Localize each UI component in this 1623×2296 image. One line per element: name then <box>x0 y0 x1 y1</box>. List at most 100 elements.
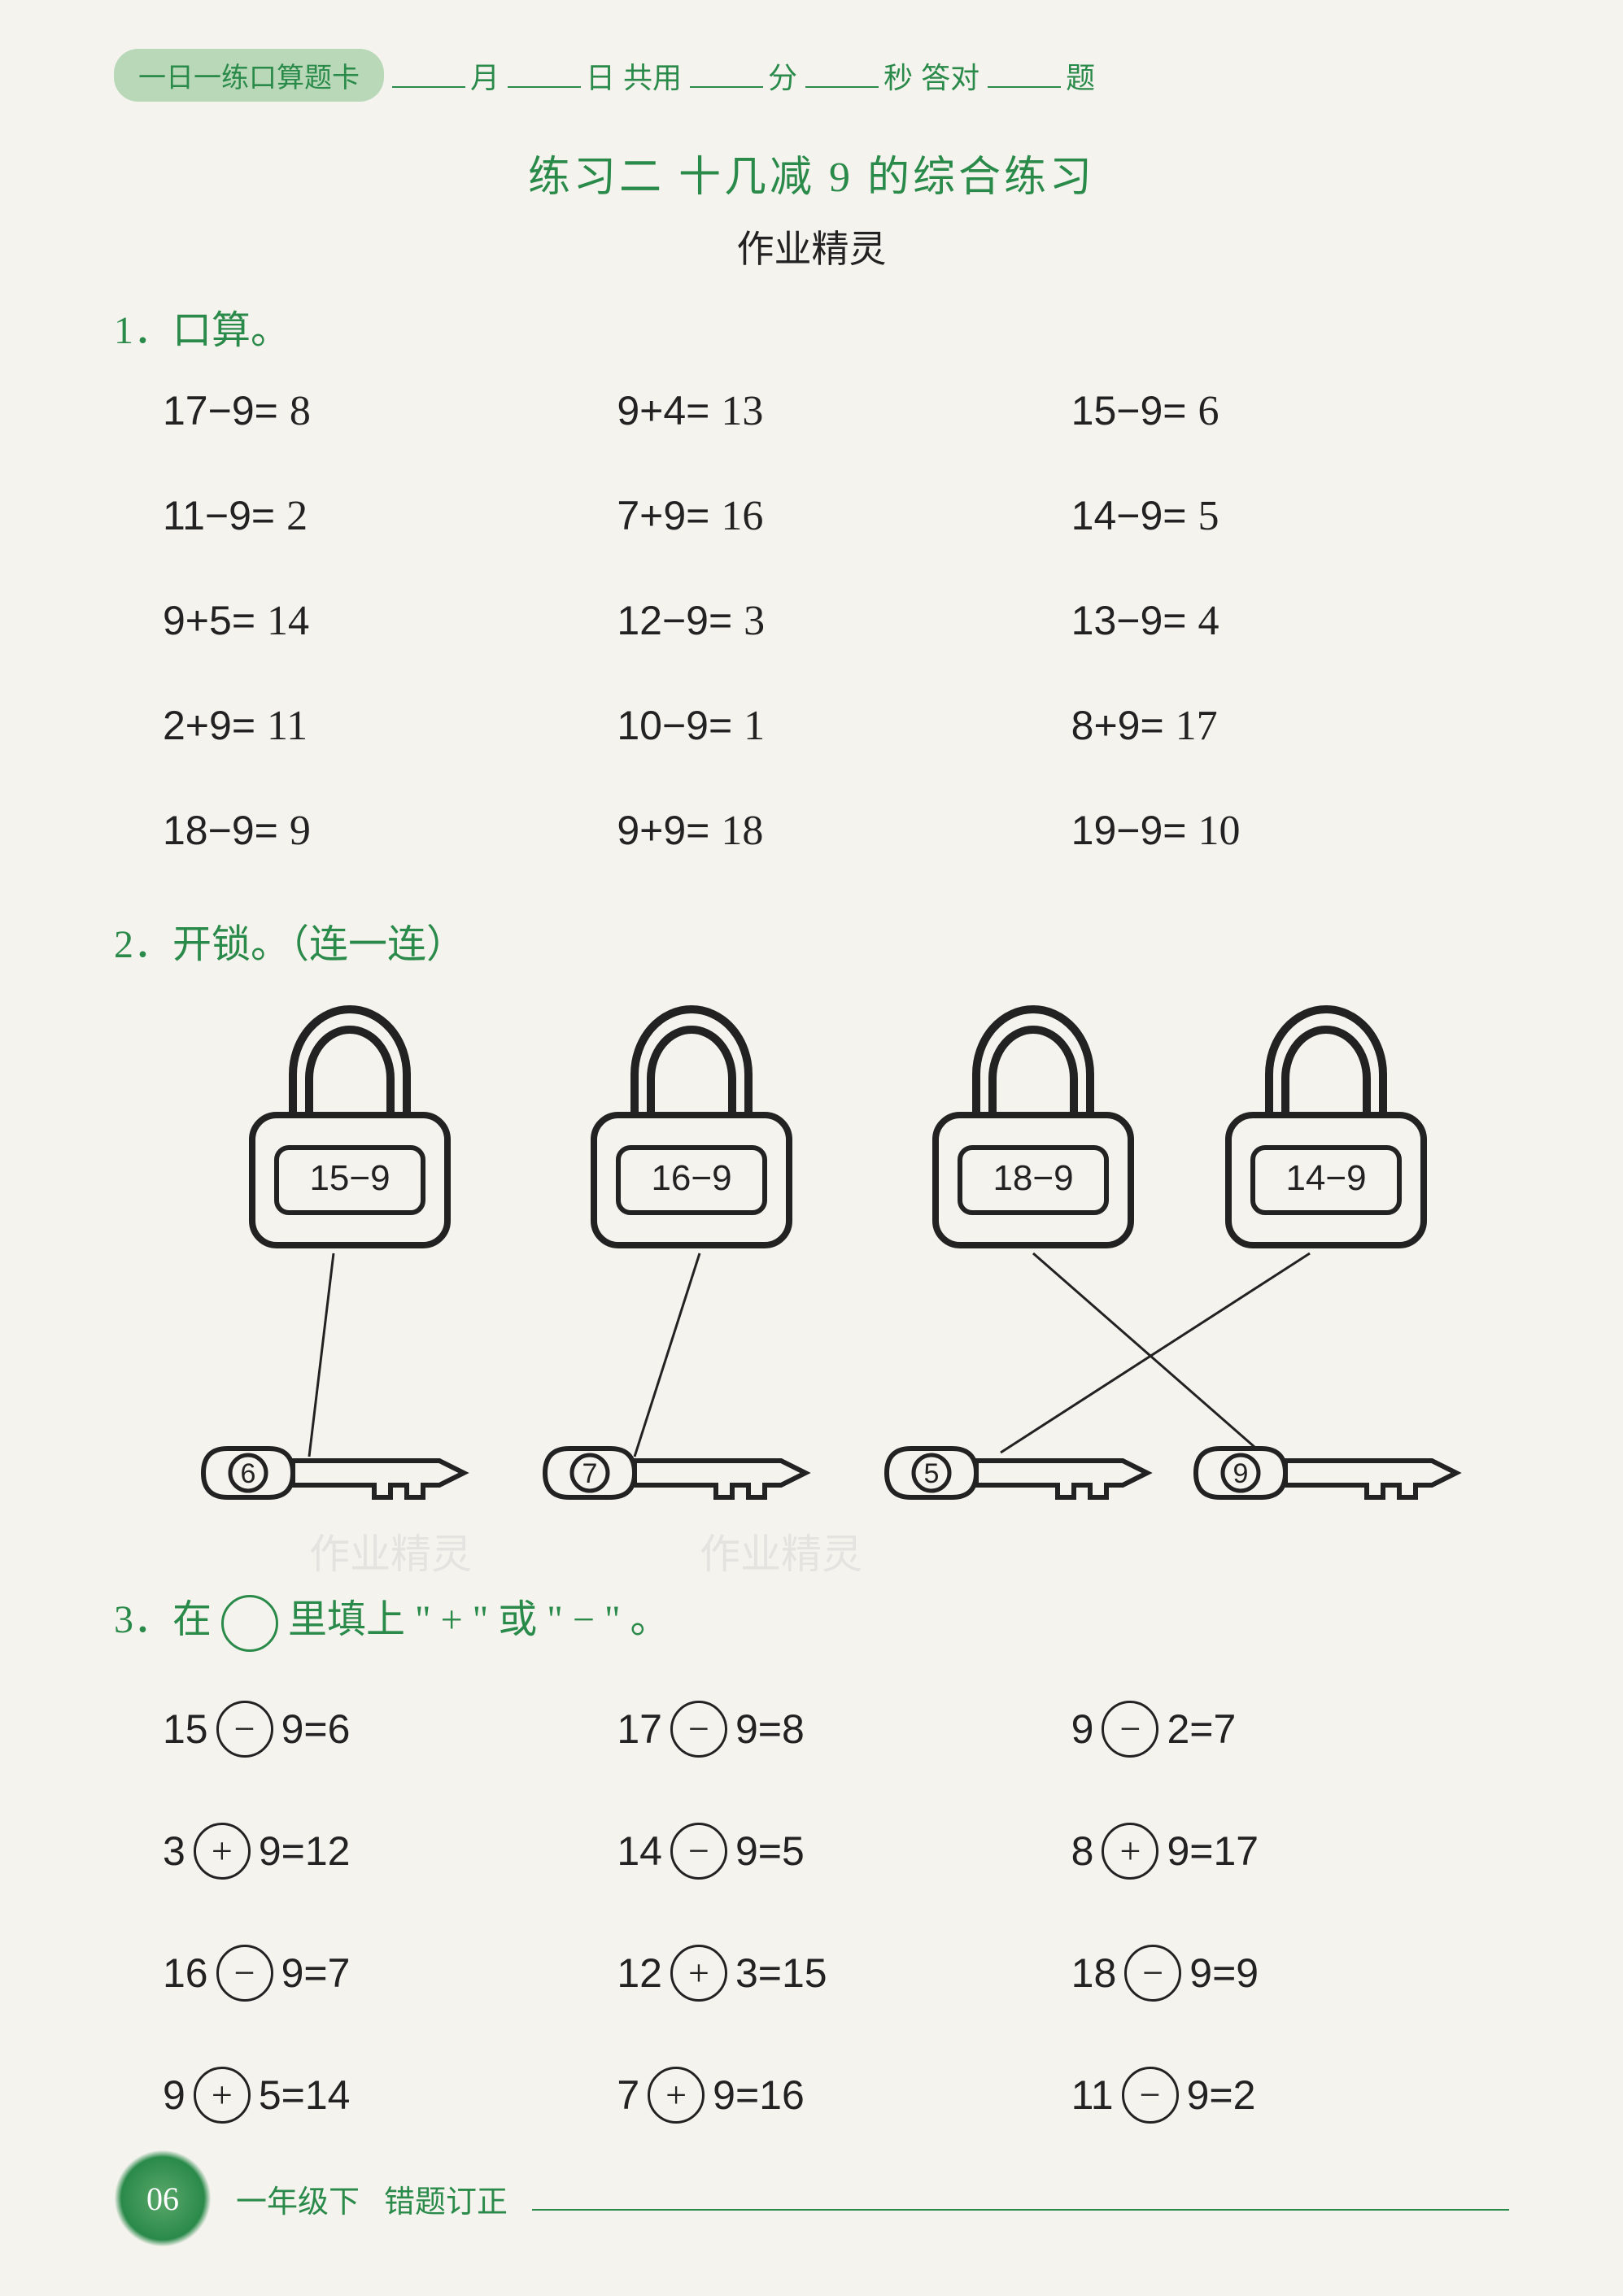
arithmetic-problem: 9+4=13 <box>617 387 1022 435</box>
problem-question: 17−9= <box>163 387 278 434</box>
operand-left: 11 <box>1071 2072 1114 2119</box>
operand-left: 18 <box>1071 1950 1117 1997</box>
page-number-badge: 06 <box>114 2150 212 2247</box>
problem-answer: 1 <box>744 702 765 750</box>
operand-left: 12 <box>617 1950 662 1997</box>
problem-answer: 10 <box>1198 807 1240 855</box>
operand-left: 8 <box>1071 1828 1094 1875</box>
sec-blank[interactable] <box>805 59 879 88</box>
svg-text:9: 9 <box>1233 1458 1249 1489</box>
problem-answer: 11 <box>267 702 308 750</box>
arithmetic-problem: 9+9=18 <box>617 807 1022 855</box>
arithmetic-problem: 19−9=10 <box>1071 807 1477 855</box>
operand-right: 2=7 <box>1167 1706 1236 1753</box>
key-item: 9 <box>1188 1424 1464 1526</box>
lock-item: 14−9 <box>1204 1001 1448 1257</box>
operator-problem: 12+3=15 <box>617 1945 1022 2002</box>
arithmetic-problem: 9+5= 14 <box>163 597 568 645</box>
problem-answer: 17 <box>1176 702 1218 750</box>
lock-item: 15−9 <box>228 1001 472 1257</box>
section-3-problems: 15−9=617−9=89−2=73+9=1214−9=58+9=1716−9=… <box>114 1684 1509 2156</box>
arithmetic-problem: 11−9=2 <box>163 492 568 540</box>
problem-answer: 5 <box>1198 492 1219 540</box>
operand-right: 9=5 <box>735 1828 805 1875</box>
operator-circle: − <box>216 1701 273 1758</box>
problem-question: 9+9= <box>617 807 709 854</box>
problem-answer: 2 <box>286 492 308 540</box>
operand-right: 9=2 <box>1187 2072 1256 2119</box>
problem-answer: 13 <box>721 387 763 435</box>
locks-keys-diagram: 15−9 16−9 18−9 14−9 6 7 5 9 <box>146 1001 1477 1554</box>
key-item: 7 <box>537 1424 814 1526</box>
operator-circle: + <box>194 1823 251 1880</box>
problem-answer: 4 <box>1198 597 1219 645</box>
operator-circle: − <box>1122 2067 1179 2124</box>
lock-item: 16−9 <box>569 1001 814 1257</box>
svg-text:7: 7 <box>582 1458 598 1489</box>
operand-left: 14 <box>617 1828 662 1875</box>
operand-right: 9=8 <box>735 1706 805 1753</box>
operand-left: 9 <box>1071 1706 1094 1753</box>
operator-problem: 8+9=17 <box>1071 1823 1477 1880</box>
operator-circle: − <box>670 1823 727 1880</box>
correction-blank[interactable] <box>532 2186 1509 2211</box>
operator-circle: − <box>1124 1945 1181 2002</box>
problem-question: 12−9= <box>617 597 732 644</box>
correct-blank[interactable] <box>988 59 1061 88</box>
problem-question: 14−9= <box>1071 492 1187 539</box>
operator-problem: 15−9=6 <box>163 1701 568 1758</box>
arithmetic-problem: 13−9=4 <box>1071 597 1477 645</box>
problem-question: 8+9= <box>1071 702 1164 749</box>
operator-problem: 9+5=14 <box>163 2067 568 2124</box>
operand-right: 9=9 <box>1189 1950 1259 1997</box>
problem-question: 9+5= <box>163 597 255 644</box>
operator-circle: + <box>648 2067 705 2124</box>
operator-problem: 18−9=9 <box>1071 1945 1477 2002</box>
key-icon: 5 <box>879 1424 1155 1522</box>
section-3-label: 3．在 里填上 " + " 或 " − " 。 <box>114 1587 1509 1652</box>
lock-icon: 15−9 <box>228 1001 472 1253</box>
key-item: 5 <box>879 1424 1155 1526</box>
section-2-label: 2．开锁。（连一连） <box>114 912 1509 969</box>
operand-left: 17 <box>617 1706 662 1753</box>
worksheet-header: 一日一练口算题卡 月 日 共用 分 秒 答对 题 <box>114 49 1509 102</box>
problem-question: 18−9= <box>163 807 278 854</box>
operator-circle: − <box>670 1701 727 1758</box>
lock-icon: 18−9 <box>911 1001 1155 1253</box>
arithmetic-problem: 14−9=5 <box>1071 492 1477 540</box>
problem-question: 7+9= <box>617 492 709 539</box>
operator-problem: 3+9=12 <box>163 1823 568 1880</box>
arithmetic-problem: 8+9= 17 <box>1071 702 1477 750</box>
arithmetic-problem: 17−9= 8 <box>163 387 568 435</box>
lock-icon: 14−9 <box>1204 1001 1448 1253</box>
arithmetic-problem: 10−9=1 <box>617 702 1022 750</box>
operand-right: 9=7 <box>281 1950 351 1997</box>
page-footer: 06 一年级下 错题订正 <box>114 2150 1509 2247</box>
operator-problem: 17−9=8 <box>617 1701 1022 1758</box>
problem-answer: 8 <box>290 387 311 435</box>
page-title: 练习二 十几减 9 的综合练习 <box>114 142 1509 203</box>
problem-answer: 14 <box>267 597 309 645</box>
month-blank[interactable] <box>392 59 465 88</box>
operand-left: 9 <box>163 2072 185 2119</box>
problem-answer: 6 <box>1198 387 1219 435</box>
operator-problem: 11−9=2 <box>1071 2067 1477 2124</box>
arithmetic-problem: 2+9=11 <box>163 702 568 750</box>
min-blank[interactable] <box>690 59 763 88</box>
operand-left: 3 <box>163 1828 185 1875</box>
operand-left: 7 <box>617 2072 639 2119</box>
key-item: 6 <box>195 1424 472 1526</box>
arithmetic-problem: 7+9=16 <box>617 492 1022 540</box>
problem-question: 19−9= <box>1071 807 1187 854</box>
lock-item: 18−9 <box>911 1001 1155 1257</box>
arithmetic-problem: 18−9= 9 <box>163 807 568 855</box>
svg-text:15−9: 15−9 <box>309 1158 390 1198</box>
correction-label: 错题订正 <box>384 2176 508 2221</box>
section-1-problems: 17−9=89+4=1315−9=611−9=27+9=1614−9=59+5=… <box>114 387 1509 887</box>
match-line <box>1033 1253 1261 1453</box>
problem-answer: 9 <box>290 807 311 855</box>
day-blank[interactable] <box>508 59 581 88</box>
operand-right: 5=14 <box>259 2072 351 2119</box>
operator-circle: + <box>1102 1823 1158 1880</box>
arithmetic-problem: 12−9=3 <box>617 597 1022 645</box>
